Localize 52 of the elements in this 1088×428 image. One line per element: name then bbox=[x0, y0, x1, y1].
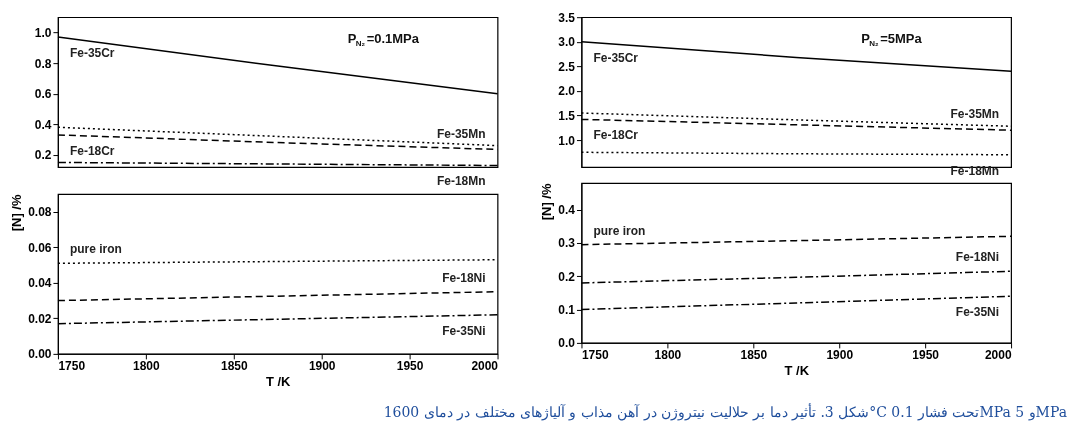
x-tick-label: 1950 bbox=[912, 348, 940, 363]
x-axis-title: T /K bbox=[265, 374, 292, 390]
series-label: Fe-18Cr bbox=[593, 128, 639, 143]
y-tick-label: 0.4 bbox=[558, 203, 576, 218]
y-tick-label: 0.00 bbox=[28, 347, 52, 362]
x-tick-label: 1750 bbox=[58, 359, 86, 374]
x-tick-label: 1900 bbox=[308, 359, 336, 374]
text: شکل 3. تأثیر دما بر حلالیت نیتروژن در آهن مذاب و آلیاژهای مختلف در دمای 1600°C تحت فشار 0.1MPa و 5MPa bbox=[383, 401, 1068, 421]
y-tick-label: 1.5 bbox=[558, 108, 576, 123]
series-label: Fe-18Ni bbox=[442, 270, 486, 285]
y-tick-label: 3.5 bbox=[558, 10, 576, 25]
y-tick-label: 0.08 bbox=[28, 205, 52, 220]
series-label: Fe-35Mn bbox=[436, 126, 486, 141]
series-label: Fe-18Mn bbox=[436, 174, 486, 189]
y-axis-title: [N] /% bbox=[9, 194, 25, 232]
y-tick-label: 2.0 bbox=[558, 84, 576, 99]
y-tick-label: 0.04 bbox=[28, 276, 52, 291]
y-tick-label: 0.4 bbox=[34, 117, 52, 132]
series-label: Fe-35Ni bbox=[442, 323, 486, 338]
y-tick-label: 2.5 bbox=[558, 59, 576, 74]
y-tick-label: 0.2 bbox=[558, 269, 576, 284]
series-label: pure iron bbox=[69, 242, 122, 257]
x-tick-label: 1900 bbox=[826, 348, 854, 363]
x-tick-label: 1750 bbox=[581, 348, 609, 363]
x-tick-label: 1800 bbox=[654, 348, 682, 363]
y-tick-label: 0.3 bbox=[558, 236, 576, 251]
y-tick-label: 0.6 bbox=[34, 87, 52, 102]
x-tick-label: 1850 bbox=[740, 348, 768, 363]
y-tick-label: 3.0 bbox=[558, 35, 576, 50]
x-tick-label: 2000 bbox=[471, 359, 499, 374]
y-tick-label: 0.0 bbox=[558, 336, 576, 351]
y-tick-label: 0.1 bbox=[558, 303, 576, 318]
y-tick-label: 0.06 bbox=[28, 240, 52, 255]
x-axis-title: T /K bbox=[784, 363, 810, 379]
series-label: Fe-18Ni bbox=[955, 250, 1000, 265]
x-tick-label: 1850 bbox=[220, 359, 248, 374]
y-axis-title: [N] /% bbox=[539, 183, 555, 221]
y-tick-label: 0.02 bbox=[28, 311, 52, 326]
series-label: Fe-35Cr bbox=[69, 46, 115, 61]
series-label: Fe-18Mn bbox=[950, 163, 1000, 178]
x-tick-label: 1800 bbox=[133, 359, 161, 374]
series-label: Fe-18Cr bbox=[69, 143, 115, 158]
x-tick-label: 1950 bbox=[396, 359, 424, 374]
y-tick-label: 0.8 bbox=[34, 56, 52, 71]
y-tick-label: 0.2 bbox=[34, 148, 52, 163]
x-tick-label: 2000 bbox=[984, 348, 1012, 363]
y-tick-label: 1.0 bbox=[558, 133, 576, 148]
series-label: Fe-35Cr bbox=[593, 50, 639, 65]
series-label: Fe-35Ni bbox=[955, 305, 1000, 320]
series-label: pure iron bbox=[593, 223, 646, 238]
y-tick-label: 1.0 bbox=[34, 25, 52, 40]
series-label: Fe-35Mn bbox=[950, 107, 1000, 122]
